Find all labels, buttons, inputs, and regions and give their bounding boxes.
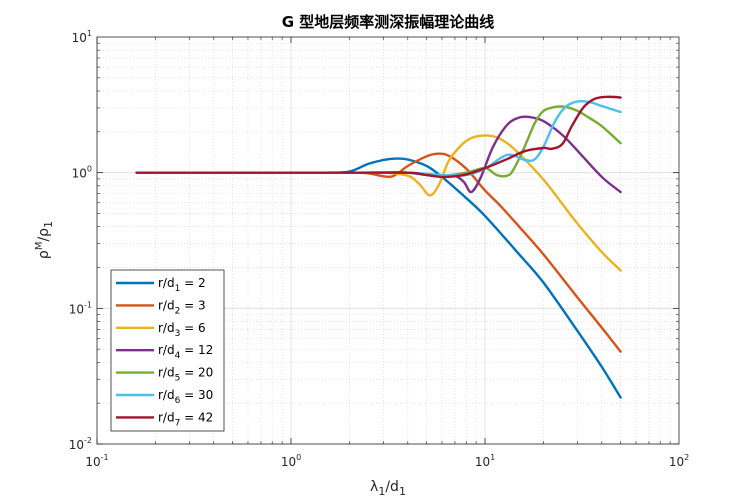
- legend-label-4: r/d4 = 12: [158, 343, 213, 361]
- x-tick-label: 10-1: [85, 453, 108, 469]
- x-tick-labels: 10-1 100 101 102: [85, 453, 689, 469]
- legend-label-3: r/d3 = 6: [158, 321, 206, 339]
- x-axis-label: λ1/d1: [370, 479, 406, 498]
- legend-label-5: r/d5 = 20: [158, 366, 213, 384]
- tick-marks: [96, 37, 679, 445]
- legend-label-7: r/d7 = 42: [158, 410, 213, 428]
- legend: r/d1 = 2 r/d2 = 3 r/d3 = 6 r/d4 = 12 r/d5 = …: [110, 269, 225, 432]
- legend-label-6: r/d6 = 30: [158, 388, 213, 406]
- series-line-7: [135, 95, 622, 179]
- x-tick-label: 102: [669, 453, 689, 469]
- y-tick-label: 100: [72, 165, 92, 181]
- legend-label-1: r/d1 = 2: [158, 276, 206, 294]
- y-tick-label: 10-1: [69, 300, 92, 316]
- series-group: [135, 95, 622, 399]
- y-tick-label: 10-2: [69, 436, 92, 452]
- y-tick-label: 101: [72, 29, 92, 45]
- x-tick-label: 100: [281, 453, 301, 469]
- axes-box: [96, 36, 680, 445]
- y-tick-labels: 10-2 10-1 100 101: [69, 29, 92, 452]
- x-tick-label: 101: [475, 453, 495, 469]
- y-axis-label: ρM/ρ1: [34, 221, 55, 259]
- legend-label-2: r/d2 = 3: [158, 298, 206, 316]
- chart-title: G 型地层频率测深振幅理论曲线: [282, 13, 495, 31]
